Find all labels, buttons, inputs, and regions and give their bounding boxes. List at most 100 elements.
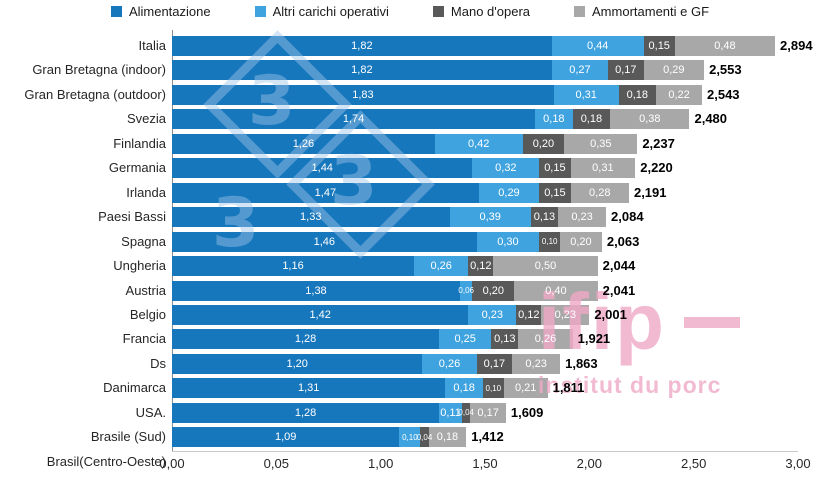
- bar-segment: 0,31: [570, 158, 636, 179]
- x-tick-label: 0,00: [159, 456, 185, 471]
- bar-segment: 0,15: [539, 182, 571, 203]
- segment-value-label: 0,23: [481, 308, 503, 321]
- total-value-label: 1,811: [552, 380, 585, 396]
- bar-row: Gran Bretagna (outdoor) 1,83 0,31 0,18 0,22 2…: [0, 84, 820, 105]
- segment-value-label: 1,09: [275, 431, 297, 444]
- legend-label: Altri carichi operativi: [272, 4, 389, 19]
- bar-segment: 0,10: [482, 378, 504, 399]
- category-label: Germania: [108, 160, 166, 176]
- bar-segment: 0,21: [503, 378, 548, 399]
- bar-segment: 1,82: [172, 60, 552, 81]
- bar-segment: 0,44: [551, 36, 644, 56]
- segment-value-label: 1,38: [305, 284, 327, 297]
- segment-value-label: 1,74: [342, 113, 365, 126]
- total-value-label: 1,863: [565, 355, 598, 371]
- total-value-label: 2,084: [611, 209, 644, 225]
- total-value-label: 2,543: [707, 86, 740, 102]
- bar-segment: 1,47: [172, 182, 479, 203]
- bar-segment: 0,04: [458, 402, 474, 423]
- segment-value-label: 0,26: [438, 357, 461, 370]
- bar-segment: 0,15: [643, 36, 675, 56]
- segment-value-label: 0,13: [533, 211, 556, 224]
- total-value-label: 2,220: [640, 160, 673, 176]
- segment-value-label: 0,04: [458, 408, 474, 418]
- bar-segment: 0,22: [656, 84, 702, 105]
- segment-value-label: 0,18: [453, 382, 475, 395]
- bar-segment: 0,17: [476, 353, 513, 374]
- bar-segment: 1,09: [172, 427, 400, 448]
- segment-value-label: 0,28: [589, 186, 611, 199]
- bar-segment: 0,26: [414, 256, 469, 277]
- bar-segment: 0,48: [674, 36, 776, 56]
- category-label: Finlandia: [113, 135, 166, 151]
- bar-segment: 0,20: [522, 133, 565, 154]
- bar-row: Svezia 1,74 0,18 0,18 0,38 2,480: [0, 109, 820, 130]
- bar-segment: 0,30: [476, 231, 540, 252]
- bar-segment: 1,42: [172, 304, 469, 325]
- bar-segment: 1,83: [172, 84, 554, 105]
- category-label: Paesi Bassi: [98, 209, 166, 225]
- bar-segment: 0,18: [572, 109, 611, 130]
- x-tick-label: 2,00: [576, 456, 602, 471]
- chart-area: 3 3 3 ifip institut du porc Italia 1,82 0,…: [0, 30, 820, 490]
- segment-value-label: 0,10: [541, 237, 558, 247]
- segment-value-label: 0,30: [497, 235, 519, 248]
- category-label: Gran Bretagna (indoor): [32, 62, 166, 78]
- bar-segment: 0,17: [470, 402, 506, 423]
- bar-segment: 0,10: [539, 231, 561, 252]
- bar-segment: 1,28: [172, 402, 440, 423]
- legend-label: Alimentazione: [128, 4, 211, 19]
- bar-segment: 0,06: [458, 280, 474, 301]
- segment-value-label: 0,29: [498, 186, 520, 199]
- bar-segment: 0,17: [608, 60, 644, 81]
- bar-row: Danimarca 1,31 0,18 0,10 0,21 1,811: [0, 378, 820, 399]
- bar-segment: 0,29: [643, 60, 705, 81]
- category-label: Svezia: [126, 111, 166, 127]
- segment-value-label: 1,28: [294, 333, 317, 346]
- segment-value-label: 0,10: [485, 383, 502, 393]
- bar-row: USA. 1,28 0,11 0,04 0,17 1,609: [0, 402, 820, 423]
- segment-value-label: 1,83: [352, 88, 374, 101]
- bar-segment: 0,18: [428, 427, 467, 448]
- segment-value-label: 1,42: [309, 308, 331, 321]
- segment-value-label: 0,18: [626, 88, 649, 101]
- x-axis-line: [172, 451, 798, 452]
- segment-value-label: 0,27: [569, 64, 591, 77]
- x-tick-label: 2,50: [681, 456, 707, 471]
- segment-value-label: 0,40: [545, 284, 567, 297]
- total-value-label: 1,609: [510, 404, 544, 420]
- legend-swatch: [110, 6, 122, 17]
- total-value-label: 1,412: [471, 429, 504, 445]
- legend-swatch: [574, 6, 586, 17]
- bar-segment: 0,12: [468, 256, 494, 277]
- segment-value-label: 0,35: [590, 137, 612, 150]
- segment-value-label: 0,21: [514, 382, 537, 395]
- bar-segment: 0,10: [399, 427, 421, 448]
- bar-segment: 0,25: [439, 329, 492, 350]
- bar-segment: 0,23: [558, 207, 607, 228]
- segment-value-label: 1,33: [300, 211, 322, 224]
- bar-segment: 0,35: [564, 133, 638, 154]
- bar-row: Belgio 1,42 0,23 0,12 0,23 2,001: [0, 304, 820, 325]
- segment-value-label: 0,32: [495, 162, 517, 175]
- segment-value-label: 0,12: [518, 308, 540, 321]
- bar-segment: 0,20: [560, 231, 602, 252]
- total-value-label: 1,921: [577, 331, 611, 347]
- bar-segment: 1,28: [172, 329, 440, 350]
- segment-value-label: 1,26: [292, 137, 315, 150]
- segment-value-label: 0,23: [554, 308, 577, 321]
- bar-segment: 0,18: [535, 109, 573, 130]
- segment-value-label: 1,82: [351, 40, 373, 52]
- segment-value-label: 0,20: [482, 284, 505, 297]
- bar-row: Brasil(Centro-Oeste): [0, 452, 820, 472]
- bar-row: Paesi Bassi 1,33 0,39 0,13 0,23 2,084: [0, 207, 820, 228]
- bar-row: Irlanda 1,47 0,29 0,15 0,28 2,191: [0, 182, 820, 203]
- segment-value-label: 0,13: [494, 333, 516, 346]
- bar-segment: 0,31: [553, 84, 619, 105]
- segment-value-label: 0,15: [648, 40, 670, 52]
- legend: Alimentazione Altri carichi operativi Mano…: [0, 4, 820, 19]
- bar-segment: 0,28: [570, 182, 629, 203]
- bar-segment: 0,38: [610, 109, 690, 130]
- bar-segment: 1,31: [172, 378, 446, 399]
- category-label: Gran Bretagna (outdoor): [24, 86, 166, 102]
